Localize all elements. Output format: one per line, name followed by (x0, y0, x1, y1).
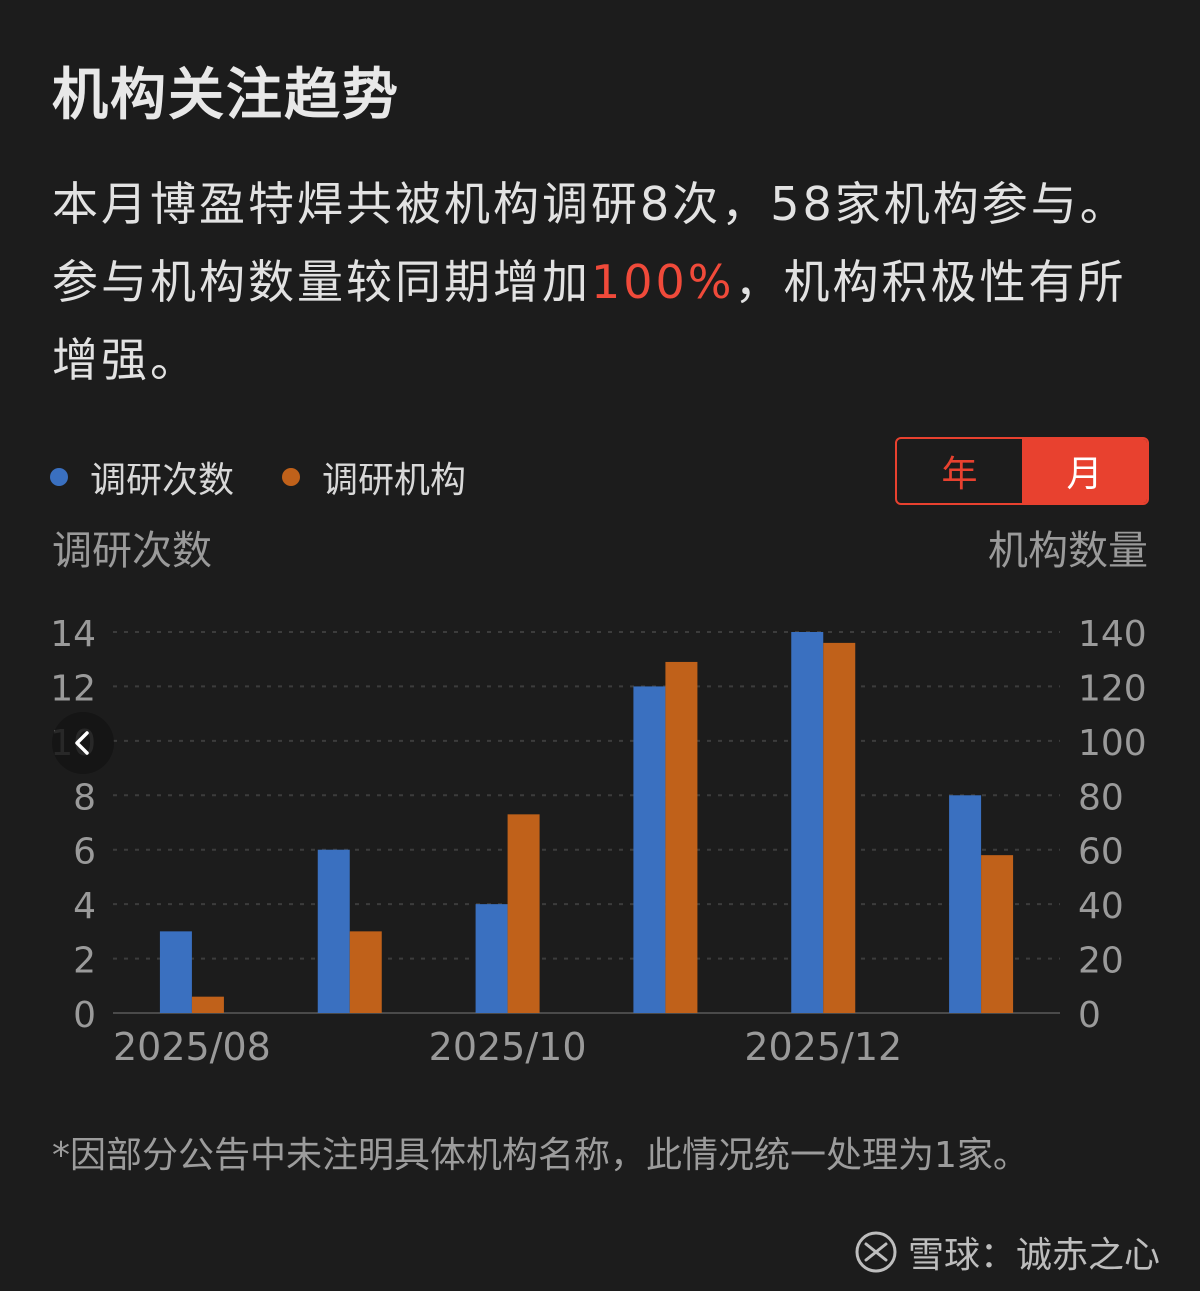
y-tick-label-left: 2 (73, 941, 96, 982)
bar-institutions (191, 996, 224, 1013)
y-tick-label-right: 140 (1078, 614, 1147, 655)
y-tick-label-left: 4 (73, 886, 96, 927)
y-tick-label-left: 12 (50, 668, 96, 709)
watermark-brand: 雪球 (907, 1235, 980, 1276)
summary-part2: ，机构积极性有所增强。 (52, 255, 1127, 387)
legend-dot-research-count (50, 468, 68, 486)
bar-research-count (317, 849, 350, 1013)
legend-label-research-count: 调研次数 (90, 460, 235, 501)
y-tick-label-right: 60 (1078, 832, 1124, 873)
y-axis-title-right: 机构数量 (988, 528, 1148, 574)
watermark-separator: ： (979, 1235, 1016, 1276)
bar-institutions (981, 855, 1014, 1013)
y-tick-label-left: 6 (73, 832, 96, 873)
legend-item-institutions[interactable]: 调研机构 (282, 451, 466, 503)
legend-item-research-count[interactable]: 调研次数 (50, 451, 234, 503)
watermark: 雪球 ： 诚赤之心 (854, 1228, 1160, 1276)
xueqiu-logo-icon (855, 1231, 897, 1273)
summary-text: 本月博盈特焊共被机构调研8次，58家机构参与。参与机构数量较同期增加100%，机… (52, 165, 1152, 399)
bar-research-count (159, 931, 192, 1013)
x-tick-label: 2025/12 (744, 1025, 902, 1069)
footnote: *因部分公告中未注明具体机构名称，此情况统一处理为1家。 (52, 1135, 1029, 1176)
legend-dot-institutions (282, 468, 301, 486)
toggle-month-button[interactable]: 月 (1022, 439, 1147, 503)
bar-research-count (791, 632, 824, 1013)
page-title: 机构关注趋势 (52, 63, 400, 128)
bar-chart: 024681012140204060801001201402025/082025… (50, 614, 1147, 1069)
legend-label-institutions: 调研机构 (322, 460, 467, 501)
bar-research-count (633, 686, 666, 1013)
bar-institutions (665, 661, 698, 1013)
summary-highlight: 100% (591, 255, 735, 309)
prev-arrow-button[interactable] (52, 712, 114, 774)
chevron-left-icon (75, 731, 89, 755)
chart-legend: 调研次数 调研机构 (50, 452, 514, 502)
toggle-year-button[interactable]: 年 (941, 454, 978, 495)
y-tick-label-right: 20 (1078, 941, 1124, 982)
x-tick-label: 2025/08 (113, 1025, 271, 1069)
bar-research-count (475, 904, 508, 1013)
y-tick-label-right: 40 (1078, 886, 1124, 927)
summary-part1: 本月博盈特焊共被机构调研8次，58家机构参与。参与机构数量较同期增加 (52, 177, 1129, 309)
bar-institutions (507, 814, 540, 1013)
x-tick-label: 2025/10 (429, 1025, 587, 1069)
y-tick-label-right: 0 (1078, 995, 1101, 1036)
bar-institutions (349, 931, 382, 1013)
bar-institutions (823, 642, 856, 1013)
y-tick-label-left: 14 (50, 614, 96, 655)
y-axis-title-left: 调研次数 (52, 528, 212, 574)
y-tick-label-right: 80 (1078, 777, 1124, 818)
bar-research-count (949, 795, 982, 1013)
y-tick-label-left: 8 (73, 777, 96, 818)
y-tick-label-right: 120 (1078, 668, 1147, 709)
y-tick-label-right: 100 (1078, 723, 1147, 764)
period-toggle: 年 月 (895, 437, 1149, 505)
y-tick-label-left: 0 (73, 995, 96, 1036)
watermark-author: 诚赤之心 (1015, 1235, 1160, 1276)
